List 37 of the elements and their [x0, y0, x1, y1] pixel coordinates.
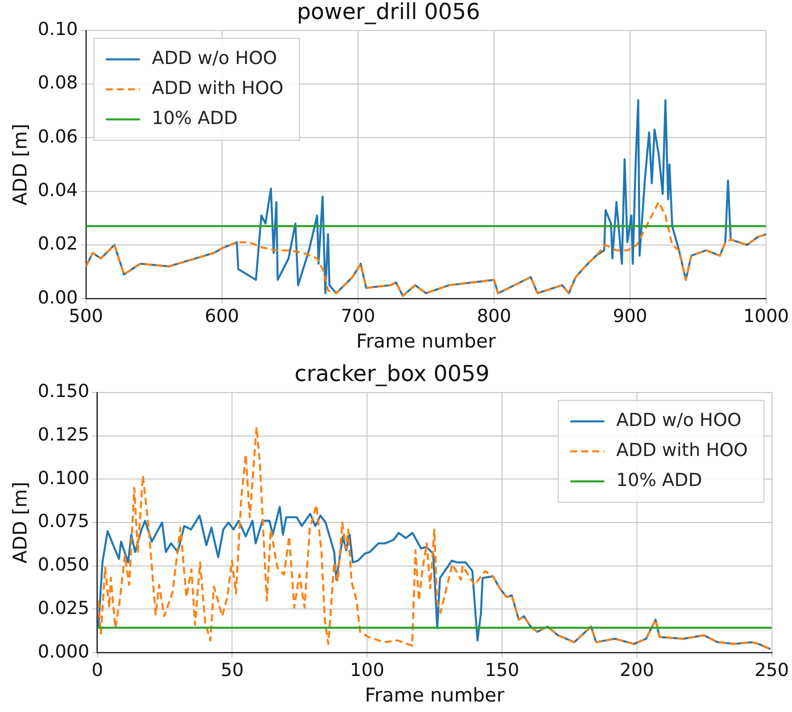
- legend-label: 10% ADD: [616, 470, 702, 492]
- x-tick-label: 50: [220, 660, 244, 682]
- x-tick-label: 0: [92, 660, 104, 682]
- legend-label: ADD w/o HOO: [152, 48, 278, 70]
- x-tick-label: 250: [754, 660, 789, 682]
- legend-label: ADD w/o HOO: [616, 410, 742, 432]
- x-tick-label: 200: [620, 660, 654, 682]
- y-tick-label: 0.050: [38, 554, 90, 576]
- y-tick-label: 0.150: [38, 381, 90, 402]
- y-tick-label: 0.06: [38, 126, 78, 148]
- y-tick-label: 0.000: [38, 641, 90, 662]
- y-axis-title: ADD [m]: [9, 482, 32, 564]
- y-tick-label: 0.125: [38, 424, 90, 446]
- x-tick-label: 150: [484, 660, 520, 682]
- x-tick-label: 700: [340, 306, 376, 328]
- y-tick-label: 0.00: [38, 287, 78, 308]
- y-tick-label: 0.02: [38, 234, 78, 255]
- legend-label: ADD with HOO: [616, 440, 748, 462]
- legend-label: 10% ADD: [152, 108, 238, 130]
- x-tick-label: 600: [204, 306, 240, 328]
- x-tick-label: 1000: [743, 306, 789, 328]
- x-tick-label: 900: [612, 306, 648, 328]
- y-axis-title: ADD [m]: [9, 124, 32, 206]
- y-tick-label: 0.075: [38, 511, 90, 532]
- chart-title: cracker_box 0059: [294, 362, 490, 387]
- x-tick-label: 500: [68, 306, 104, 328]
- x-tick-label: 100: [350, 660, 384, 682]
- x-tick-label: 800: [476, 306, 512, 328]
- y-tick-label: 0.08: [38, 72, 78, 94]
- legend-label: ADD with HOO: [152, 78, 284, 100]
- x-axis-title: Frame number: [356, 330, 496, 353]
- y-tick-label: 0.100: [38, 468, 90, 489]
- y-tick-label: 0.025: [38, 598, 90, 619]
- chart-title: power_drill 0056: [296, 0, 480, 25]
- y-tick-label: 0.04: [38, 180, 78, 201]
- y-tick-label: 0.10: [38, 19, 78, 40]
- x-axis-title: Frame number: [364, 684, 504, 707]
